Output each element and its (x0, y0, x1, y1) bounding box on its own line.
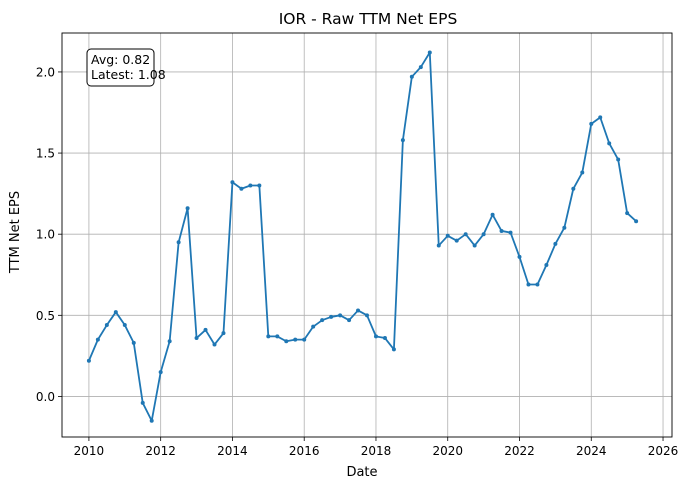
data-point (571, 186, 576, 191)
x-tick-label: 2016 (289, 444, 320, 458)
data-point (508, 230, 513, 235)
data-point (598, 115, 603, 120)
data-point (329, 314, 334, 319)
data-point (176, 240, 181, 245)
data-point (463, 232, 468, 237)
annotation-frame (86, 48, 155, 87)
data-point (607, 141, 612, 146)
data-point (625, 211, 630, 216)
data-point (158, 370, 163, 375)
data-point (320, 318, 325, 323)
data-point (140, 400, 145, 405)
data-point (347, 318, 352, 323)
x-tick-label: 2014 (217, 444, 248, 458)
data-point (517, 254, 522, 259)
x-tick-label: 2010 (74, 444, 105, 458)
data-point (95, 337, 100, 342)
data-point (266, 334, 271, 339)
data-point (562, 225, 567, 230)
data-point (212, 342, 217, 347)
x-tick-label: 2024 (576, 444, 607, 458)
data-point (257, 183, 262, 188)
data-point (436, 243, 441, 248)
data-point (553, 241, 558, 246)
data-point (589, 121, 594, 126)
data-point (230, 180, 235, 185)
data-point (365, 313, 369, 318)
data-point (275, 334, 280, 339)
x-tick-label: 2022 (504, 444, 535, 458)
data-point (382, 336, 387, 341)
chart-title: IOR - Raw TTM Net EPS (279, 10, 458, 28)
data-point (454, 238, 459, 243)
data-point (418, 65, 423, 70)
data-point (544, 263, 549, 268)
data-point (499, 228, 504, 233)
axis-ticks: 2010 2012 2014 2016 2018 2020 2022 2024 2026 0.0 0… (36, 65, 678, 458)
data-point (580, 170, 585, 175)
series-line (88, 51, 637, 422)
data-point (203, 327, 208, 332)
y-tick-label: 1.5 (36, 147, 55, 161)
data-point (284, 339, 289, 344)
data-point (302, 337, 307, 342)
y-tick-label: 0.0 (36, 390, 55, 404)
x-tick-label: 2020 (432, 444, 463, 458)
data-point (472, 243, 477, 248)
data-point (131, 340, 136, 345)
data-point (185, 206, 190, 211)
data-point (445, 233, 450, 238)
series-layer (86, 50, 639, 423)
data-point (113, 310, 118, 315)
data-point (248, 183, 253, 188)
data-point (616, 157, 621, 162)
y-axis-label: TTM Net EPS (8, 191, 23, 274)
y-tick-label: 0.5 (36, 309, 55, 323)
data-point (526, 282, 531, 287)
data-point (104, 323, 109, 328)
data-point (86, 358, 91, 363)
x-tick-label: 2026 (648, 444, 679, 458)
data-point (167, 339, 172, 344)
annotation-latest: Latest: 1.08 (91, 67, 166, 82)
y-tick-label: 1.0 (36, 228, 55, 242)
annotation-avg: Avg: 0.82 (91, 52, 150, 67)
x-axis-label: Date (346, 465, 377, 480)
data-point (409, 74, 414, 79)
grid (62, 33, 672, 437)
x-tick-label: 2018 (361, 444, 392, 458)
data-point (356, 308, 361, 313)
data-point (481, 232, 486, 237)
data-point (400, 138, 405, 143)
data-point (194, 336, 199, 341)
data-point (221, 331, 226, 336)
data-point (490, 212, 495, 217)
data-point (391, 347, 396, 352)
data-point (535, 282, 540, 287)
data-point (293, 337, 298, 342)
x-tick-label: 2012 (145, 444, 176, 458)
data-point (122, 323, 127, 328)
data-point (149, 418, 154, 423)
y-tick-label: 2.0 (36, 65, 55, 79)
data-point (373, 334, 378, 339)
data-point (239, 186, 244, 191)
annotation-box: Avg: 0.82 Latest: 1.08 (86, 48, 166, 87)
plot-frame (61, 32, 673, 438)
data-point (338, 313, 343, 318)
data-point (634, 219, 639, 224)
data-point (311, 324, 316, 329)
data-point (427, 50, 432, 55)
